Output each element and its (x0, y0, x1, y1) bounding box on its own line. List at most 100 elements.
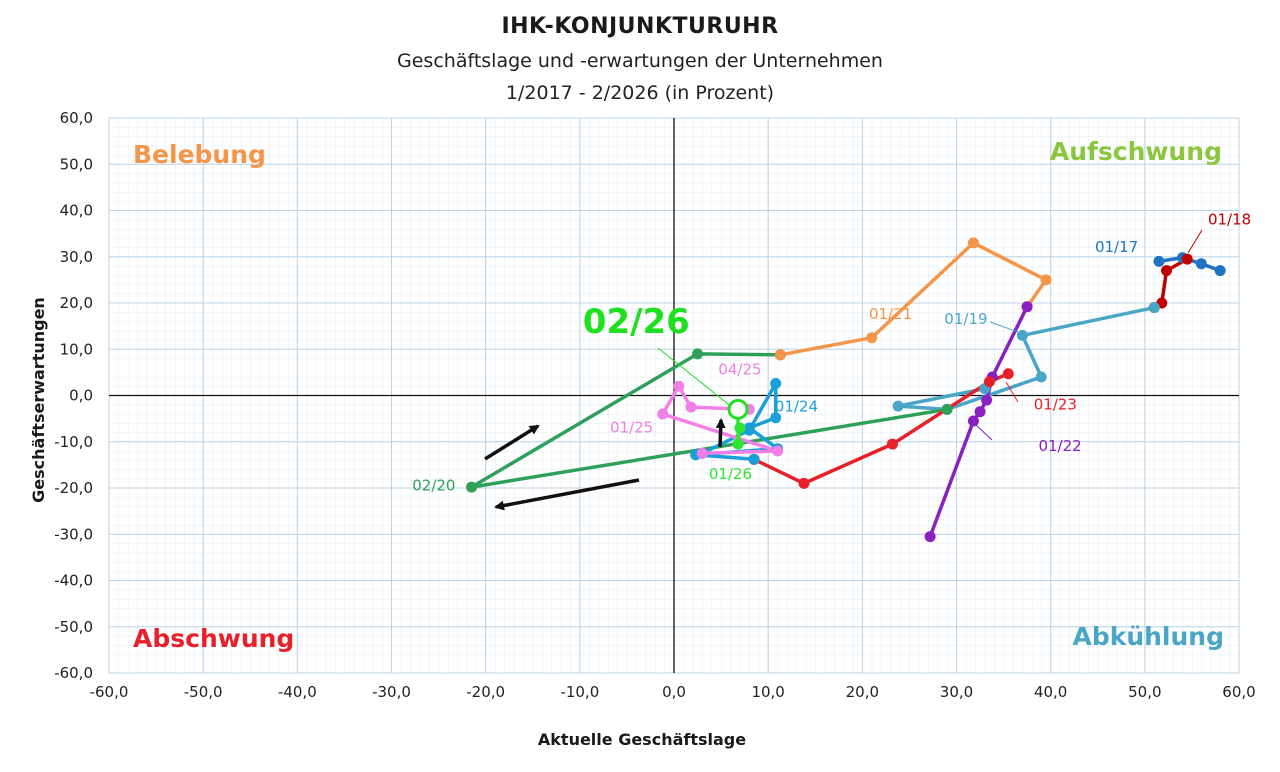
series-point (941, 403, 953, 415)
x-tick-label: -30,0 (372, 683, 411, 701)
arrow-down-left (494, 478, 640, 511)
chart-subtitle-line-2: 1/2017 - 2/2026 (in Prozent) (505, 82, 775, 104)
y-tick-label: -40,0 (54, 572, 93, 590)
annotation-04-25: 04/25 (718, 361, 761, 379)
series-point (983, 376, 995, 388)
y-tick-label: -50,0 (54, 618, 93, 636)
x-tick-label: 60,0 (1222, 683, 1255, 701)
x-tick-label: 40,0 (1034, 683, 1067, 701)
tick-labels: -60,0 -50,0 -40,0 -30,0 -20,0 -10,0 0,0 10,0 20,… (54, 109, 1256, 701)
annotation-01-17: 01/17 (1095, 238, 1138, 256)
quadrant-label-bottom-right: Abkühlung (1072, 622, 1224, 651)
annotation-01-23: 01/23 (1034, 395, 1077, 413)
annotation-02-20: 02/20 (412, 476, 455, 494)
quadrant-labels: Belebung Aufschwung Abschwung Abkühlung (133, 137, 1224, 653)
series-point (1153, 255, 1165, 267)
y-tick-label: -60,0 (54, 664, 93, 682)
x-tick-label: 0,0 (662, 683, 686, 701)
annotation-01-25: 01/25 (610, 419, 653, 437)
annotation-02-26: 02/26 (583, 302, 690, 342)
series-point (924, 531, 936, 543)
y-tick-label: -20,0 (54, 479, 93, 497)
series-point (772, 445, 784, 457)
annotation-01-26: 01/26 (709, 465, 752, 483)
series-point (1040, 274, 1052, 286)
x-tick-label: 50,0 (1128, 683, 1161, 701)
series-point (1160, 265, 1172, 277)
annotation-01-18: 01/18 (1208, 210, 1251, 228)
leader-01-22 (974, 423, 993, 441)
y-tick-label: 20,0 (60, 294, 93, 312)
series-point (743, 424, 755, 436)
leader-01-18 (1187, 229, 1203, 254)
series-point (1148, 302, 1160, 314)
annotation-01-19: 01/19 (944, 310, 987, 328)
series-point (696, 447, 708, 459)
x-tick-label: 20,0 (846, 683, 879, 701)
series-point (866, 332, 878, 344)
quadrant-label-top-right: Aufschwung (1050, 137, 1222, 166)
series-point (748, 453, 760, 465)
series-point (798, 477, 810, 489)
series-point (770, 377, 782, 389)
y-tick-label: 60,0 (60, 109, 93, 127)
period-annotations: 01/17 01/18 01/19 01/21 01/22 01/23 01/24 04/25… (412, 210, 1251, 494)
series-point (1002, 368, 1014, 380)
arrow-up-right (484, 424, 540, 461)
annotation-01-22: 01/22 (1038, 437, 1081, 455)
x-tick-label: -20,0 (466, 683, 505, 701)
leader-01-19 (989, 321, 1019, 333)
y-tick-label: 0,0 (69, 387, 93, 405)
series-point (732, 438, 744, 450)
y-tick-label: -10,0 (54, 433, 93, 451)
series-point (466, 481, 478, 493)
leader-02-26 (657, 347, 734, 409)
x-tick-label: -10,0 (560, 683, 599, 701)
y-tick-label: 50,0 (60, 155, 93, 173)
series-point (657, 408, 669, 420)
series-point (892, 400, 904, 412)
annotation-01-21: 01/21 (869, 305, 912, 323)
x-tick-label: 10,0 (751, 683, 784, 701)
y-tick-label: -30,0 (54, 525, 93, 543)
series-point (1016, 329, 1028, 341)
annotation-01-24: 01/24 (775, 398, 818, 416)
leader-01-23 (1005, 381, 1019, 403)
series-point (692, 348, 704, 360)
current-point (727, 398, 749, 420)
chart-title: IHK-KONJUNKTURUHR (501, 14, 779, 39)
series-point (1021, 301, 1033, 313)
current-point-marker (727, 398, 749, 420)
x-tick-label: -40,0 (278, 683, 317, 701)
series-points (466, 237, 1226, 543)
y-tick-label: 30,0 (60, 248, 93, 266)
arrow-up (715, 418, 726, 448)
y-tick-label: 40,0 (60, 202, 93, 220)
series-point (1195, 258, 1207, 270)
direction-arrows (484, 418, 726, 511)
quadrant-label-top-left: Belebung (133, 140, 266, 169)
x-axis-label: Aktuelle Geschäftslage (538, 730, 746, 749)
series-line-2 (896, 305, 1157, 412)
series-point (734, 422, 746, 434)
x-tick-label: -60,0 (90, 683, 129, 701)
series-point (685, 401, 697, 413)
x-tick-label: 30,0 (940, 683, 973, 701)
annotation-leaders (657, 229, 1203, 441)
series-point (967, 415, 979, 427)
x-tick-label: -50,0 (184, 683, 223, 701)
series-point (1214, 265, 1226, 277)
series-point (770, 412, 782, 424)
series-point (981, 394, 993, 406)
series-point (974, 406, 986, 418)
series-point (967, 237, 979, 249)
y-tick-label: 10,0 (60, 340, 93, 358)
series-point (774, 349, 786, 361)
series-point (1035, 371, 1047, 383)
series-point (886, 438, 898, 450)
series-point (1181, 253, 1193, 265)
chart-subtitle-line-1: Geschäftslage und -erwartungen der Unter… (397, 50, 883, 72)
quadrant-label-bottom-left: Abschwung (133, 624, 294, 653)
y-axis-label: Geschäftserwartungen (29, 297, 48, 503)
